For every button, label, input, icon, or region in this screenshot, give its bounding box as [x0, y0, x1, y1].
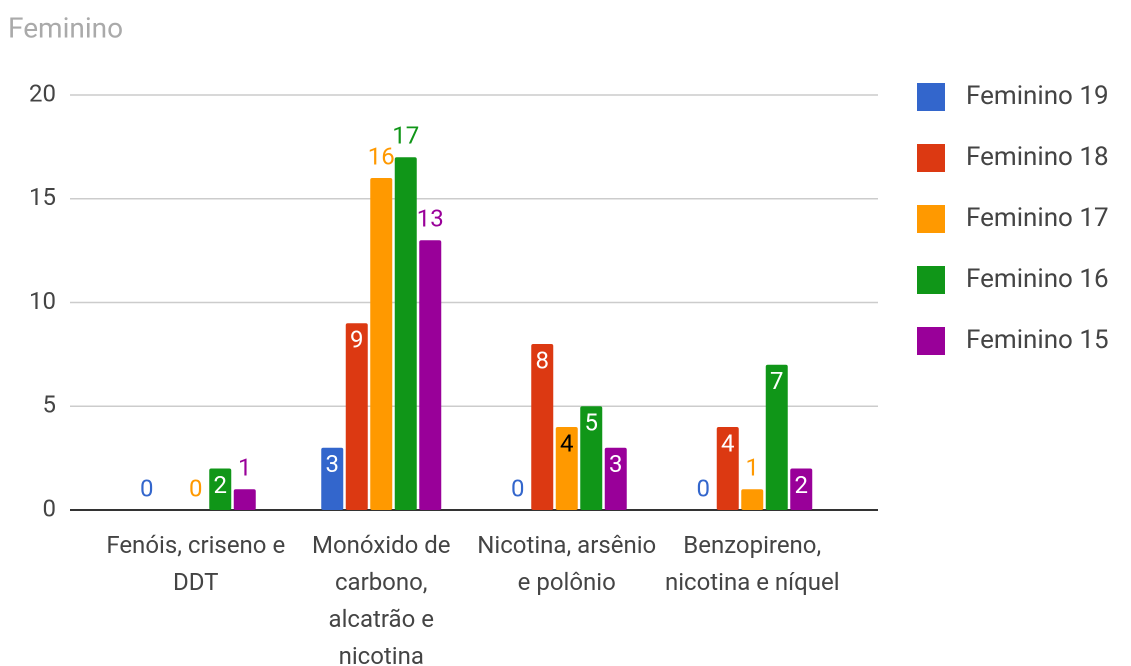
value-label: 13 [417, 205, 444, 233]
bar [716, 427, 739, 510]
bar [790, 468, 813, 510]
legend-label: Feminino 18 [966, 142, 1109, 172]
y-tick-label: 10 [29, 287, 56, 315]
legend-label: Feminino 17 [966, 203, 1109, 233]
bar [580, 406, 603, 510]
bar [370, 178, 393, 510]
value-label: 3 [326, 450, 340, 478]
value-label: 17 [392, 122, 419, 150]
value-label: 3 [609, 450, 623, 478]
value-label: 9 [350, 326, 364, 354]
legend-label: Feminino 15 [966, 325, 1109, 355]
value-label: 0 [140, 474, 154, 502]
legend-label: Feminino 19 [966, 81, 1109, 111]
x-tick-label: Monóxido de carbono, alcatrão e nicotina [311, 531, 451, 666]
bar [419, 240, 442, 510]
value-label: 0 [697, 474, 711, 502]
y-tick-label: 5 [43, 391, 57, 419]
x-tick-label: Fenóis, criseno e DDT [106, 531, 286, 596]
y-tick-label: 15 [29, 183, 56, 211]
legend-swatch [917, 205, 945, 233]
value-label: 7 [770, 367, 784, 395]
bar [531, 344, 554, 510]
bar [394, 157, 417, 510]
bar [209, 468, 232, 510]
value-label: 0 [189, 474, 203, 502]
chart-title: Feminino [8, 11, 123, 44]
value-label: 5 [585, 409, 599, 437]
bar [345, 323, 368, 510]
bar [233, 489, 256, 510]
value-label: 0 [511, 474, 525, 502]
value-label: 2 [795, 471, 809, 499]
y-tick-label: 0 [43, 494, 57, 522]
bar [555, 427, 578, 510]
value-label: 4 [721, 429, 735, 457]
x-tick-label: Nicotina, arsênio e polônio [477, 531, 657, 596]
legend-swatch [917, 327, 945, 355]
legend-label: Feminino 16 [966, 264, 1109, 294]
bar [321, 447, 344, 510]
value-label: 1 [746, 454, 760, 482]
bar [741, 489, 764, 510]
x-tick-label: Benzopireno, nicotina e níquel [664, 531, 840, 596]
legend-swatch [917, 83, 945, 111]
y-tick-label: 20 [29, 79, 56, 107]
value-label: 1 [238, 454, 252, 482]
legend-swatch [917, 266, 945, 294]
legend-swatch [917, 144, 945, 172]
bar [765, 364, 788, 510]
value-label: 8 [536, 346, 550, 374]
value-label: 2 [214, 471, 228, 499]
value-label: 4 [560, 429, 574, 457]
bar [604, 447, 627, 510]
value-label: 16 [368, 142, 395, 170]
